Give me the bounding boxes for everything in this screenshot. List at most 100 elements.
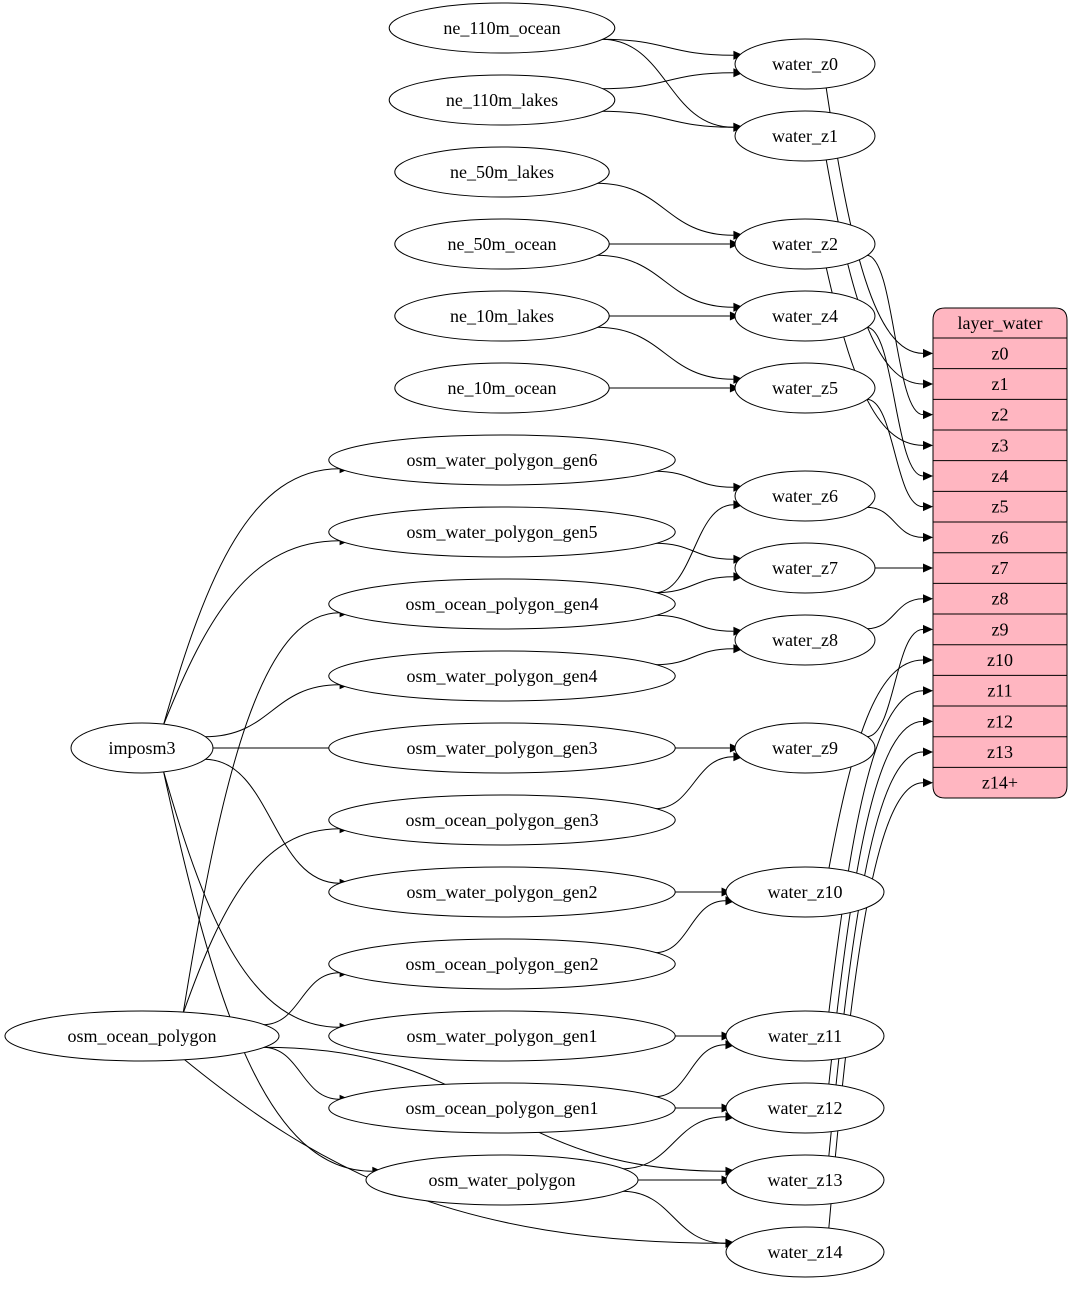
port-z9: z9 [992,619,1009,639]
node-label: water_z4 [772,306,838,326]
node-water-z0: water_z0 [734,38,876,90]
edge-ne-50m-ocean-to-water-z4 [596,254,734,308]
node-water-z2: water_z2 [734,218,876,270]
node-ne-110m-lakes: ne_110m_lakes [388,74,616,126]
node-osm-ocean-polygon-gen3: osm_ocean_polygon_gen3 [328,794,676,846]
port-z11: z11 [987,681,1012,701]
edge-water-z2-to-layer-water-z3 [825,266,924,446]
node-label: water_z9 [772,738,838,758]
node-label: ne_50m_ocean [448,234,557,254]
node-ellipse [734,110,876,162]
node-water-z14: water_z14 [725,1226,885,1278]
node-ellipse [328,578,676,630]
node-label: water_z8 [772,630,838,650]
arrowhead [733,626,744,636]
edge-osm-water-polygon-gen6-to-water-z6 [654,470,734,488]
node-label: water_z7 [772,558,838,578]
edge-osm-ocean-polygon-to-osm-ocean-polygon-gen3 [182,828,340,1014]
node-label: osm_ocean_polygon_gen4 [406,594,599,614]
node-ellipse [734,290,876,342]
arrowhead [733,374,744,384]
edge-osm-ocean-polygon-to-osm-ocean-polygon-gen4 [182,612,340,1014]
node-ellipse [725,1226,885,1278]
node-label: ne_10m_ocean [448,378,557,398]
arrowhead [733,500,744,510]
arrowhead [923,686,933,696]
port-z2: z2 [992,405,1009,425]
port-z1: z1 [992,374,1009,394]
arrowhead [733,302,744,312]
node-label: water_z14 [768,1242,843,1262]
edge-osm-ocean-polygon-to-osm-ocean-polygon-gen1 [262,1046,340,1100]
edge-osm-water-polygon-to-water-z14 [621,1190,726,1244]
node-ne-110m-ocean: ne_110m_ocean [388,2,616,54]
arrowhead [923,440,933,450]
node-osm-ocean-polygon-gen1: osm_ocean_polygon_gen1 [328,1082,676,1134]
node-water-z1: water_z1 [734,110,876,162]
node-ellipse [328,794,676,846]
node-label: ne_10m_lakes [450,306,554,326]
arrowhead [923,655,933,665]
node-ellipse [328,650,676,702]
edge-osm-water-polygon-gen5-to-water-z7 [654,542,734,560]
arrowhead [733,50,744,60]
node-water-z6: water_z6 [734,470,876,522]
edge-ne-10m-lakes-to-water-z5 [596,326,734,380]
edge-osm-ocean-polygon-to-osm-ocean-polygon-gen2 [262,972,340,1026]
node-label: osm_water_polygon_gen2 [407,882,598,902]
node-label: osm_ocean_polygon [68,1026,217,1046]
node-label: ne_110m_ocean [443,18,560,38]
edge-ne-110m-ocean-to-water-z0 [601,38,734,56]
node-ellipse [328,722,676,774]
edge-water-z5-to-layer-water-z5 [866,398,924,508]
node-label: imposm3 [108,738,175,758]
arrowhead [923,624,933,634]
arrowhead [923,502,933,512]
node-ellipse [734,38,876,90]
node-ellipse [734,614,876,666]
edge-osm-ocean-polygon-gen2-to-water-z10 [654,900,726,954]
edge-ne-110m-ocean-to-water-z1 [601,38,734,128]
node-ellipse [328,434,676,486]
port-z7: z7 [992,558,1009,578]
port-z0: z0 [992,343,1009,363]
node-ellipse [328,506,676,558]
node-water-z5: water_z5 [734,362,876,414]
edge-water-z11-to-layer-water-z11 [828,690,924,1014]
node-osm-ocean-polygon-gen2: osm_ocean_polygon_gen2 [328,938,676,990]
port-z6: z6 [992,527,1009,547]
node-ellipse [365,1154,639,1206]
arrowhead [923,410,933,420]
node-osm-ocean-polygon: osm_ocean_polygon [4,1010,280,1062]
node-label: osm_water_polygon_gen6 [407,450,598,470]
node-ellipse [328,1082,676,1134]
node-osm-water-polygon-gen6: osm_water_polygon_gen6 [328,434,676,486]
node-label: osm_ocean_polygon_gen2 [406,954,599,974]
edge-water-z13-to-layer-water-z13 [828,751,924,1158]
node-ellipse [70,722,214,774]
node-label: osm_ocean_polygon_gen1 [406,1098,599,1118]
edge-imposm3-to-osm-water-polygon-gen1 [162,770,340,1028]
arrowhead [733,482,744,492]
edge-osm-ocean-polygon-gen1-to-water-z11 [654,1044,726,1098]
node-ellipse [328,866,676,918]
layer-water-record: layer_water z0 z1 z2 z3 z4 z5 z6 z7 z8 z9 z10 z11 z12… [932,307,1068,799]
edge-ne-110m-lakes-to-water-z1 [601,110,734,128]
node-label: ne_50m_lakes [450,162,554,182]
node-osm-water-polygon-gen2: osm_water_polygon_gen2 [328,866,676,918]
port-z5: z5 [992,497,1009,517]
edge-imposm3-to-osm-water-polygon-gen6 [162,468,340,726]
node-label: water_z11 [768,1026,842,1046]
arrowhead [733,68,744,78]
node-osm-water-polygon-gen1: osm_water_polygon_gen1 [328,1010,676,1062]
edge-water-z8-to-layer-water-z8 [866,598,924,630]
port-z8: z8 [992,589,1009,609]
node-label: water_z1 [772,126,838,146]
node-label: ne_110m_lakes [446,90,558,110]
arrowhead [923,716,933,726]
edge-osm-ocean-polygon-gen4-to-water-z6 [654,504,734,594]
node-water-z7: water_z7 [734,542,876,594]
node-ne-50m-ocean: ne_50m_ocean [394,218,610,270]
arrowhead [733,752,744,762]
edge-osm-ocean-polygon-gen4-to-water-z7 [654,576,734,594]
